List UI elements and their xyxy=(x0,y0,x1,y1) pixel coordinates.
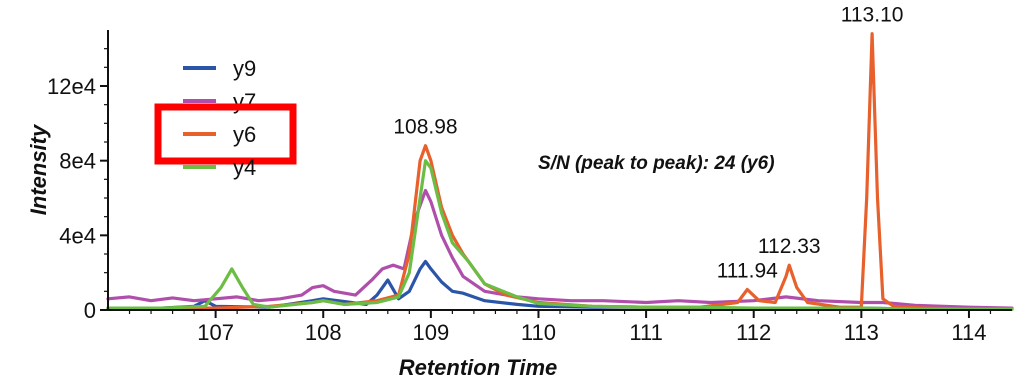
y-tick-label: 8e4 xyxy=(59,149,96,174)
legend-label-y4: y4 xyxy=(233,155,256,180)
legend-label-y6: y6 xyxy=(233,122,256,147)
legend-highlight-box xyxy=(154,103,297,165)
peak-label: 111.94 xyxy=(717,259,778,282)
x-tick-label: 114 xyxy=(951,320,986,345)
x-tick-label: 107 xyxy=(197,320,234,345)
y-axis-title: Intensity xyxy=(26,123,51,215)
peak-label: 112.33 xyxy=(758,235,821,258)
peak-label: 113.10 xyxy=(841,4,904,27)
x-tick-label: 112 xyxy=(736,320,771,345)
x-tick-label: 109 xyxy=(412,320,449,345)
peak-label: 108.98 xyxy=(393,116,457,139)
x-axis-title: Retention Time xyxy=(399,355,558,380)
series-line-y4 xyxy=(106,159,1014,311)
signal-to-noise-annotation: S/N (peak to peak): 24 (y6) xyxy=(538,153,775,174)
x-tick-label: 111 xyxy=(629,320,662,345)
series-layer xyxy=(106,32,1014,311)
x-tick-label: 113 xyxy=(844,320,879,345)
y-tick-label: 0 xyxy=(84,298,96,323)
y-tick-label: 12e4 xyxy=(47,74,96,99)
x-tick-label: 110 xyxy=(521,320,556,345)
axes-layer: 107 108 109 110 111 112 113 114 0 4e4 8e4 12e4 xyxy=(47,30,1012,345)
legend-label-y9: y9 xyxy=(233,56,256,81)
x-tick-label: 108 xyxy=(305,320,342,345)
y-tick-label: 4e4 xyxy=(59,223,96,248)
